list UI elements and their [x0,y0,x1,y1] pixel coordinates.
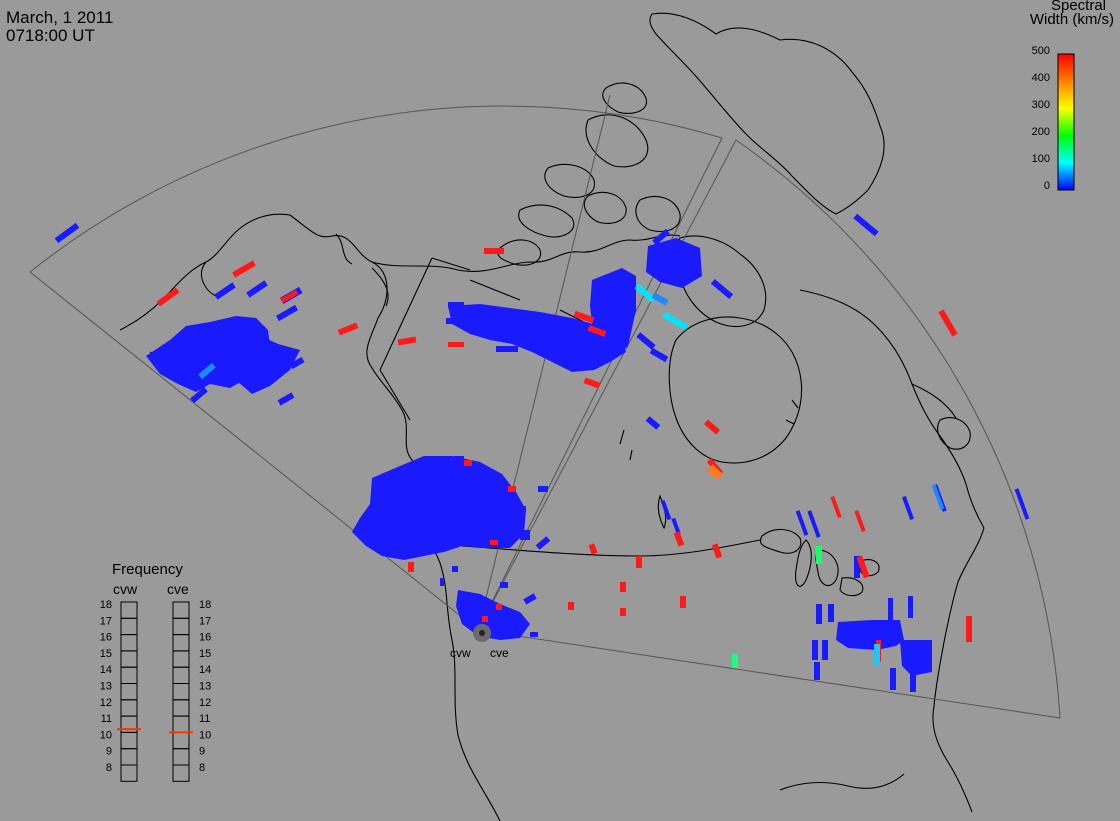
time-label: 0718:00 UT [6,26,95,45]
frequency-tick: 17 [199,615,211,627]
frequency-panel: Frequency cvw cve 18 17 16 15 14 13 12 11 10 9 8 1… [100,561,211,782]
legend-title-line1: Spectral [1050,0,1106,14]
frequency-cell [120,683,138,701]
coastlines [119,12,985,821]
frequency-tick: 17 [100,615,112,627]
frequency-tick: 9 [106,746,112,758]
frequency-cell [172,634,190,652]
freq-radar-cvw: cvw [113,581,138,597]
frequency-ladder-cve: 18 17 16 15 14 13 12 11 10 9 8 [169,599,211,782]
frequency-cell [172,617,190,636]
legend-tick: 200 [1032,126,1050,138]
legend-tick: 100 [1032,153,1050,165]
frequency-cell [172,601,190,619]
frequency-tick: 10 [199,729,211,741]
legend-tick: 500 [1032,45,1050,57]
frequency-cell [120,650,138,668]
scatter-blue-cells [54,213,1030,692]
frequency-tick: 15 [100,648,112,660]
frequency-cell [172,764,190,782]
frequency-tick: 8 [199,762,205,774]
frequency-tick: 9 [199,746,205,758]
legend-tick: 400 [1032,72,1050,84]
legend-title-line2: Width (km/s) [1029,11,1114,28]
frequency-cell [120,601,138,619]
frequency-title: Frequency [112,561,183,578]
frequency-tick: 15 [199,648,211,660]
date-label: March, 1 2011 [6,8,114,27]
frequency-cell [172,650,190,668]
frequency-cell [120,634,138,652]
color-scale-legend: 500 400 300 200 100 0 [1032,45,1075,192]
frequency-cell [120,764,138,782]
frequency-tick: 11 [101,713,112,725]
frequency-cell [172,715,190,733]
frequency-tick: 14 [100,664,112,676]
radar-fov [29,94,1061,719]
frequency-tick: 14 [199,664,211,676]
frequency-cell [172,666,190,685]
frequency-cell [172,748,190,766]
frequency-tick: 18 [100,599,112,611]
scatter-blue-regions [146,238,932,676]
frequency-cell [120,617,138,636]
freq-radar-cve: cve [167,581,189,597]
radar-label-cvw: cvw [450,646,471,660]
frequency-cell [120,731,138,750]
frequency-tick: 11 [199,713,210,725]
legend-tick: 300 [1032,99,1050,111]
scatter-other-cells [198,283,945,668]
color-bar [1057,53,1075,191]
frequency-tick: 13 [199,681,211,693]
frequency-cell [120,748,138,766]
frequency-cell [172,683,190,701]
frequency-cell [120,666,138,685]
frequency-cell [172,699,190,717]
radar-site-markers: cvw cve [450,624,509,660]
frequency-cell [120,699,138,717]
frequency-tick: 16 [100,632,112,644]
frequency-tick: 16 [199,632,211,644]
radar-label-cve: cve [490,646,509,660]
frequency-tick: 12 [100,697,112,709]
frequency-ladder-cvw: 18 17 16 15 14 13 12 11 10 9 8 [100,599,141,782]
frequency-tick: 13 [100,681,112,693]
frequency-tick: 10 [100,729,112,741]
frequency-tick: 8 [106,762,112,774]
legend-tick: 0 [1044,180,1050,192]
frequency-tick: 12 [199,697,211,709]
frequency-tick: 18 [199,599,211,611]
frequency-cell [172,731,190,750]
